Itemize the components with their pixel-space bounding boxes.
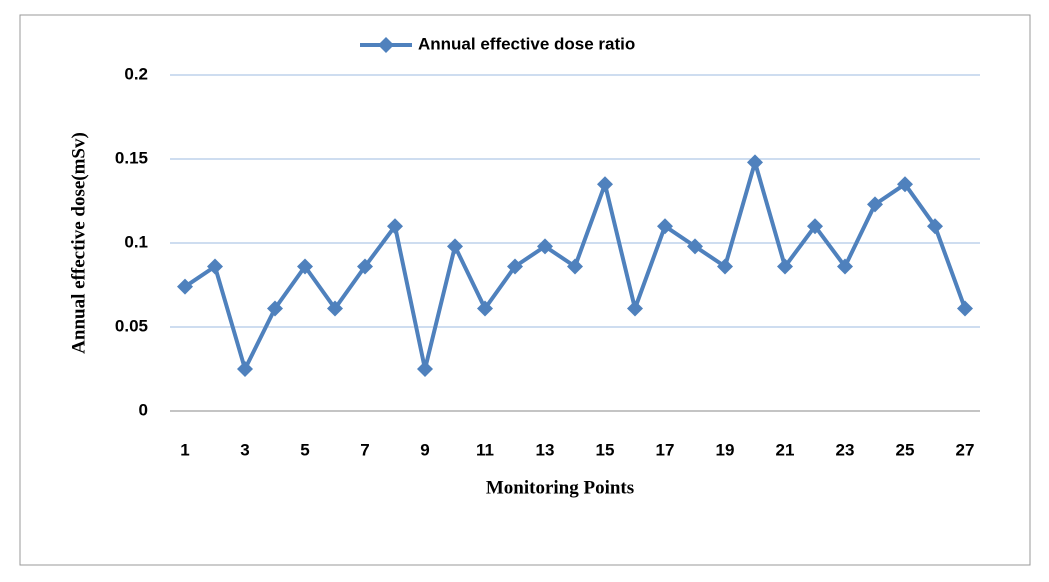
data-point (537, 238, 553, 255)
x-tick-label: 11 (476, 440, 494, 459)
data-point (417, 361, 433, 377)
legend-marker (378, 37, 394, 53)
data-point (357, 258, 373, 275)
y-axis-title: Annual effective dose(mSv) (68, 132, 89, 354)
data-point (717, 258, 733, 275)
data-point (477, 300, 493, 317)
data-point (657, 218, 673, 235)
data-point (957, 300, 973, 317)
y-tick-label: 0.05 (115, 316, 148, 335)
data-point (387, 218, 403, 235)
x-tick-label: 9 (420, 440, 429, 459)
data-point (687, 238, 703, 255)
x-tick-label: 27 (956, 440, 975, 459)
data-point (837, 258, 853, 275)
legend-label: Annual effective dose ratio (418, 34, 635, 53)
x-tick-label: 21 (776, 440, 795, 459)
data-point (807, 218, 823, 235)
data-point (867, 196, 883, 213)
y-tick-label: 0.15 (115, 148, 148, 167)
data-point (507, 258, 523, 275)
data-point (237, 361, 253, 377)
data-point (927, 218, 943, 235)
data-point (897, 176, 913, 193)
x-tick-label: 5 (300, 440, 309, 459)
data-point (597, 176, 613, 193)
x-tick-label: 17 (656, 440, 675, 459)
data-point (447, 238, 463, 255)
x-tick-label: 19 (716, 440, 735, 459)
data-point (627, 300, 643, 317)
y-tick-label: 0 (139, 400, 148, 419)
x-tick-label: 25 (896, 440, 915, 459)
data-point (297, 258, 313, 275)
x-axis-title: Monitoring Points (486, 477, 634, 498)
data-point (267, 300, 283, 317)
x-tick-label: 23 (836, 440, 855, 459)
data-point (567, 258, 583, 275)
x-tick-label: 13 (536, 440, 555, 459)
y-tick-label: 0.2 (124, 64, 148, 83)
x-tick-label: 15 (596, 440, 615, 459)
x-tick-label: 3 (240, 440, 249, 459)
data-point (747, 154, 763, 171)
x-tick-label: 7 (360, 440, 369, 459)
data-point (177, 278, 193, 295)
y-tick-label: 0.1 (124, 232, 148, 251)
data-point (777, 258, 793, 275)
data-point (207, 258, 223, 275)
x-tick-label: 1 (180, 440, 189, 459)
data-point (327, 300, 343, 317)
